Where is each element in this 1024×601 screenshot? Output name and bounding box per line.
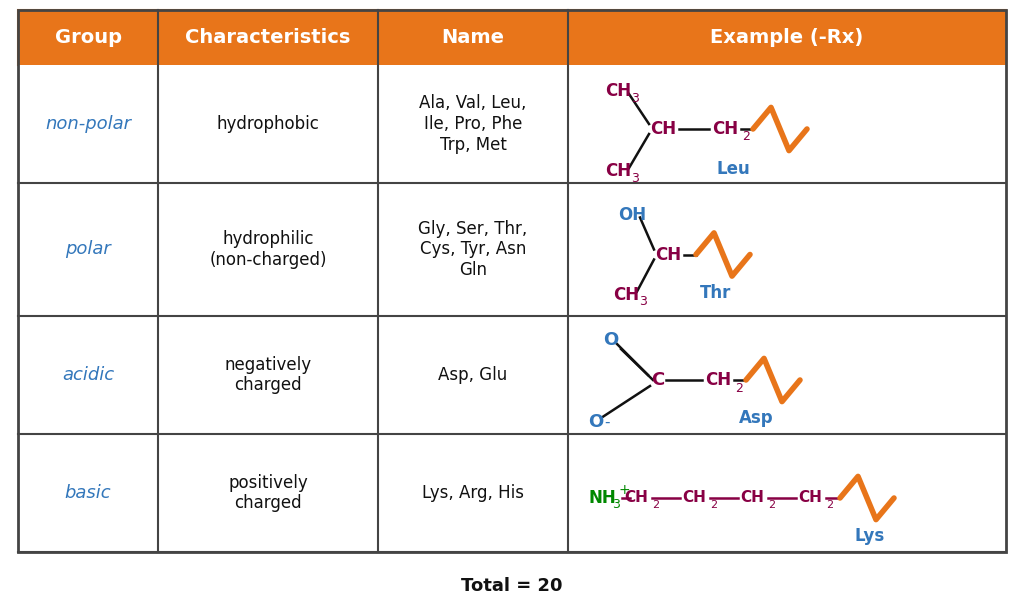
Text: O: O (588, 413, 603, 431)
Text: hydrophobic: hydrophobic (216, 115, 319, 133)
Text: OH: OH (618, 206, 646, 224)
Text: 3: 3 (631, 91, 639, 105)
Text: 2: 2 (735, 382, 743, 394)
Text: 2: 2 (652, 500, 659, 510)
Text: O: O (603, 331, 618, 349)
Text: CH: CH (605, 82, 631, 100)
Text: Asp: Asp (738, 409, 773, 427)
Bar (18, 316, 1006, 434)
Text: CH: CH (705, 371, 731, 389)
Text: Asp, Glu: Asp, Glu (438, 366, 508, 384)
Text: 2: 2 (742, 130, 750, 144)
Text: CH: CH (682, 490, 706, 505)
Text: non-polar: non-polar (45, 115, 131, 133)
Text: Example (-Rx): Example (-Rx) (711, 28, 863, 47)
Bar (18, 65, 1006, 183)
Text: Characteristics: Characteristics (185, 28, 350, 47)
Text: NH: NH (588, 489, 615, 507)
Text: 3: 3 (612, 498, 620, 511)
Text: basic: basic (65, 484, 112, 502)
Text: Lys: Lys (855, 527, 885, 545)
Text: CH: CH (655, 245, 681, 263)
Text: CH: CH (650, 120, 676, 138)
Text: CH: CH (613, 285, 639, 304)
Text: Thr: Thr (700, 284, 732, 302)
Text: 2: 2 (711, 500, 718, 510)
Text: polar: polar (66, 240, 111, 258)
Text: Name: Name (441, 28, 505, 47)
Text: -: - (604, 415, 609, 430)
Text: 3: 3 (639, 295, 647, 308)
Text: negatively
charged: negatively charged (224, 356, 311, 394)
Text: CH: CH (798, 490, 822, 505)
Text: Group: Group (54, 28, 122, 47)
Text: Ala, Val, Leu,
Ile, Pro, Phe
Trp, Met: Ala, Val, Leu, Ile, Pro, Phe Trp, Met (419, 94, 526, 154)
Text: CH: CH (712, 120, 738, 138)
Text: CH: CH (740, 490, 764, 505)
Bar (18, 10, 1006, 65)
Text: Total = 20: Total = 20 (461, 577, 563, 595)
Text: 3: 3 (631, 171, 639, 185)
Text: 2: 2 (768, 500, 775, 510)
Text: 2: 2 (826, 500, 834, 510)
Text: hydrophilic
(non-charged): hydrophilic (non-charged) (209, 230, 327, 269)
Bar (18, 434, 1006, 552)
Text: CH: CH (605, 162, 631, 180)
Text: acidic: acidic (61, 366, 114, 384)
Bar (18, 183, 1006, 316)
Text: Leu: Leu (716, 160, 750, 178)
Text: CH: CH (624, 490, 648, 505)
Text: +: + (618, 483, 630, 497)
Text: positively
charged: positively charged (228, 474, 308, 513)
Text: Lys, Arg, His: Lys, Arg, His (422, 484, 524, 502)
Text: Gly, Ser, Thr,
Cys, Tyr, Asn
Gln: Gly, Ser, Thr, Cys, Tyr, Asn Gln (419, 220, 527, 279)
Text: C: C (651, 371, 665, 389)
